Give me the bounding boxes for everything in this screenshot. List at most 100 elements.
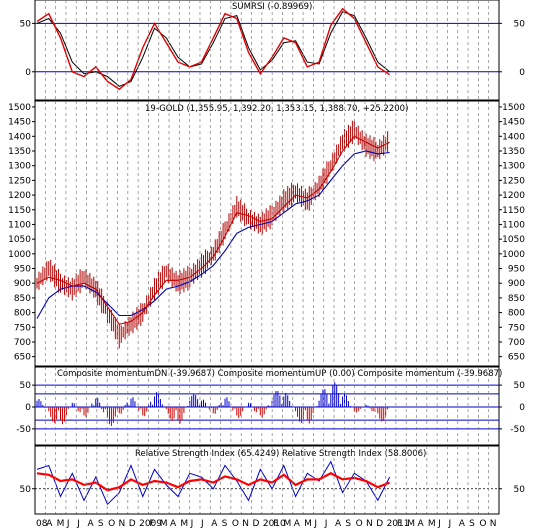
x-tick-label: J: [324, 519, 328, 528]
x-tick-label: A: [335, 519, 342, 528]
price-y-tick-label: 750: [14, 323, 31, 333]
price-y-tick-label: 1050: [502, 235, 525, 245]
price-y-tick-label: 850: [508, 294, 525, 304]
price-y-tick-label: 750: [508, 323, 525, 333]
price-y-tick-label: 1200: [8, 191, 31, 201]
x-tick-label: O: [479, 519, 486, 528]
x-tick-label: 08: [36, 519, 48, 528]
x-tick-label: J: [313, 519, 317, 528]
x-tick-label: S: [98, 519, 104, 528]
price-y-tick-label: 1400: [8, 132, 31, 142]
sumrsi-y-tick-label: 0: [519, 68, 525, 78]
sumrsi-y-tick-label: 50: [20, 19, 32, 29]
x-tick-label: M: [180, 519, 188, 528]
price-y-tick-label: 1300: [502, 162, 525, 172]
x-tick-label: M: [160, 519, 168, 528]
sumrsi-fast-line: [36, 7, 390, 91]
price-y-tick-label: 1400: [502, 132, 525, 142]
x-tick-label: O: [108, 519, 115, 528]
x-tick-label: N: [242, 519, 249, 528]
price-y-tick-label: 1200: [502, 191, 525, 201]
x-tick-label: 2010: [263, 519, 286, 528]
x-tick-label: S: [345, 519, 351, 528]
price-y-tick-label: 1450: [8, 118, 31, 128]
momentum-y-tick-label: -50: [510, 425, 525, 435]
x-tick-label: A: [418, 519, 425, 528]
price-y-tick-label: 950: [508, 265, 525, 275]
x-tick-label: 2009: [139, 519, 162, 528]
sumrsi-y-tick-label: 50: [514, 19, 526, 29]
price-y-tick-label: 800: [508, 309, 525, 319]
x-tick-label: M: [283, 519, 291, 528]
price-y-tick-label: 700: [14, 338, 31, 348]
price-y-tick-label: 1150: [8, 206, 31, 216]
price-y-tick-label: 850: [14, 294, 31, 304]
price-y-tick-label: 1000: [502, 250, 525, 260]
price-y-tick-label: 1150: [502, 206, 525, 216]
x-tick-label: J: [447, 519, 451, 528]
x-tick-label: N: [366, 519, 373, 528]
price-y-tick-label: 650: [14, 353, 31, 363]
x-tick-label: J: [190, 519, 194, 528]
x-tick-label: A: [88, 519, 95, 528]
price-y-tick-label: 1050: [8, 235, 31, 245]
x-tick-label: J: [437, 519, 441, 528]
momentum-panel: Composite momentumDN (-39.9687) Composit…: [16, 366, 525, 446]
x-tick-label: N: [118, 519, 125, 528]
x-tick-label: M: [57, 519, 65, 528]
price-y-tick-label: 1500: [502, 103, 525, 113]
x-tick-label: F: [273, 519, 278, 528]
price-y-tick-label: 800: [14, 309, 31, 319]
x-tick-label: F: [397, 519, 402, 528]
momentum-y-tick-label: 50: [20, 381, 32, 391]
x-tick-label: N: [490, 519, 497, 528]
price-y-tick-label: 1450: [502, 118, 525, 128]
rsi-y-tick-label: 50: [514, 485, 526, 495]
x-tick-label: M: [304, 519, 312, 528]
price-ma-short-line: [36, 135, 390, 325]
x-tick-label: A: [211, 519, 218, 528]
price-y-tick-label: 1350: [8, 147, 31, 157]
x-tick-label: M: [407, 519, 415, 528]
x-tick-label: A: [46, 519, 53, 528]
x-tick-label: J: [66, 519, 70, 528]
x-tick-label: A: [294, 519, 301, 528]
price-title: 19-GOLD (1,355.95, 1,392.20, 1,353.15, 1…: [145, 104, 408, 114]
price-y-tick-label: 1000: [8, 250, 31, 260]
momentum-y-tick-label: 0: [519, 403, 525, 413]
price-panel: 19-GOLD (1,355.95, 1,392.20, 1,353.15, 1…: [8, 100, 525, 367]
price-y-tick-label: 1350: [502, 147, 525, 157]
momentum-frame: [34, 366, 500, 446]
momentum-y-tick-label: 0: [25, 403, 31, 413]
x-tick-label: A: [459, 519, 466, 528]
price-y-tick-label: 1100: [502, 220, 525, 230]
price-frame: [34, 100, 500, 367]
price-y-tick-label: 700: [508, 338, 525, 348]
x-tick-label: D: [129, 519, 136, 528]
x-tick-label: A: [170, 519, 177, 528]
price-y-tick-label: 1500: [8, 103, 31, 113]
x-tick-label: M: [428, 519, 436, 528]
sumrsi-y-tick-label: 0: [25, 68, 31, 78]
rsi-panel: Relative Strength Index (65.4249) Relati…: [20, 445, 526, 515]
price-y-tick-label: 900: [508, 279, 525, 289]
x-tick-label: J: [76, 519, 80, 528]
price-y-tick-label: 650: [508, 353, 525, 363]
x-tick-label: J: [200, 519, 204, 528]
price-y-tick-label: 1100: [8, 220, 31, 230]
price-y-tick-label: 1250: [8, 176, 31, 186]
x-tick-label: S: [469, 519, 475, 528]
x-tick-label: O: [356, 519, 363, 528]
momentum-title: Composite momentumDN (-39.9687) Composit…: [57, 369, 502, 379]
price-y-tick-label: 1250: [502, 176, 525, 186]
price-y-tick-label: 950: [14, 265, 31, 275]
sumrsi-frame: [34, 0, 500, 101]
sumrsi-slow-line: [36, 11, 390, 87]
momentum-y-tick-label: -50: [16, 425, 31, 435]
x-tick-label: D: [376, 519, 383, 528]
x-tick-label: D: [253, 519, 260, 528]
rsi-title: Relative Strength Index (65.4249) Relati…: [135, 449, 426, 459]
price-y-tick-label: 900: [14, 279, 31, 289]
